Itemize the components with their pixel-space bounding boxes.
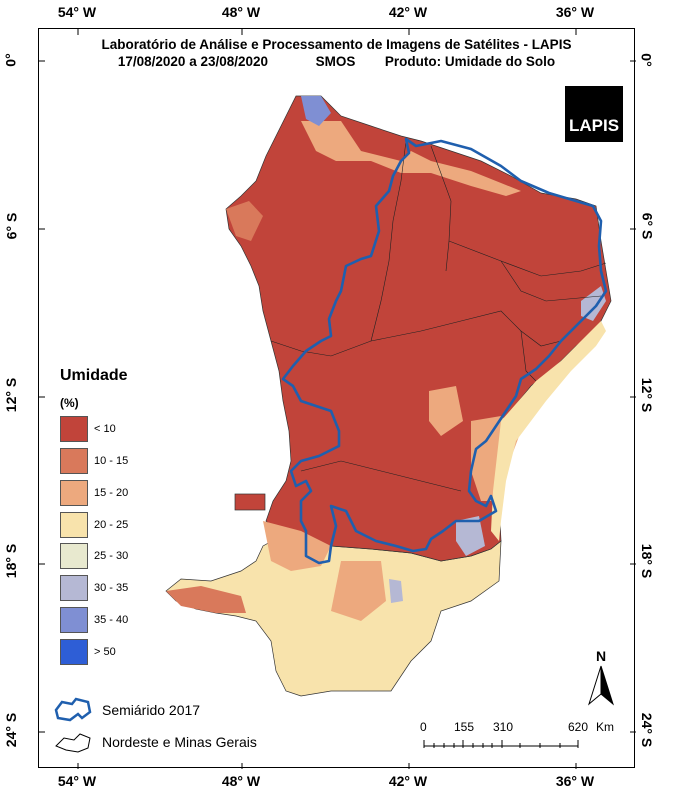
- legend-swatch: [60, 416, 88, 442]
- moisture-patch-orange-south: [166, 586, 246, 613]
- legend-label: > 50: [94, 646, 116, 658]
- map-title: Laboratório de Análise e Processamento d…: [38, 36, 635, 70]
- lon-label-42w-bottom: 42° W: [388, 773, 428, 789]
- lon-label-54w: 54° W: [57, 4, 97, 20]
- title-sensor: SMOS: [315, 54, 356, 69]
- legend-unit: (%): [60, 396, 79, 410]
- lat-label-0-right: 0°: [638, 53, 655, 67]
- legend-item: 30 - 35: [60, 575, 128, 601]
- legend-item: 35 - 40: [60, 607, 128, 633]
- lat-label-6s: 6° S: [3, 212, 20, 240]
- soil-moisture-map: [39, 29, 636, 769]
- isolated-red-cell: [234, 493, 266, 511]
- moisture-patch-orange-west: [226, 201, 263, 241]
- legend-swatch: [60, 639, 88, 665]
- lon-label-48w: 48° W: [221, 4, 261, 20]
- lat-label-12s: 12° S: [3, 377, 20, 413]
- lat-label-24s-right: 24° S: [639, 712, 656, 748]
- lat-label-12s-right: 12° S: [639, 377, 656, 413]
- lat-label-24s: 24° S: [3, 712, 20, 748]
- title-line-details: 17/08/2020 a 23/08/2020 SMOS Produto: Um…: [38, 53, 635, 70]
- moisture-patch-peach-mg: [331, 561, 386, 621]
- legend-label: 10 - 15: [94, 455, 129, 467]
- legend-swatch: [60, 543, 88, 569]
- lapis-logo-text: LAPIS: [568, 116, 620, 135]
- legend-swatch: [60, 512, 88, 538]
- semiarid-legend-item: Semiárido 2017: [52, 696, 200, 724]
- semiarid-symbol-icon: [54, 697, 92, 722]
- scale-label-620: 620: [568, 720, 589, 734]
- moisture-patch-peach-south: [263, 521, 331, 571]
- moisture-patch-peach-northcoast: [301, 121, 521, 196]
- north-label: N: [595, 648, 607, 664]
- legend-swatch: [60, 480, 88, 506]
- scale-label-310: 310: [493, 720, 514, 734]
- moisture-patch-lilac-mg: [389, 579, 403, 603]
- legend-label: 20 - 25: [94, 519, 129, 531]
- north-arrow-icon: [588, 665, 614, 706]
- lat-label-18s-right: 18° S: [639, 543, 656, 579]
- moisture-patch-lilac-south: [456, 516, 485, 556]
- lon-label-42w: 42° W: [388, 4, 428, 20]
- title-period: 17/08/2020 a 23/08/2020: [117, 54, 269, 69]
- legend-item: 15 - 20: [60, 480, 128, 506]
- minas-gerais-region: [165, 535, 502, 697]
- semiarid-legend-label: Semiárido 2017: [102, 702, 201, 718]
- title-product: Produto: Umidade do Solo: [384, 54, 556, 69]
- legend-label: 35 - 40: [94, 614, 129, 626]
- scale-bar-graphic: [423, 740, 579, 748]
- legend-swatch: [60, 607, 88, 633]
- moisture-patch-yellow-coast: [491, 321, 606, 541]
- title-line-institution: Laboratório de Análise e Processamento d…: [101, 37, 572, 52]
- legend-label: 15 - 20: [94, 487, 129, 499]
- legend-swatch: [60, 448, 88, 474]
- legend-item: > 50: [60, 639, 116, 665]
- lat-label-18s: 18° S: [3, 543, 20, 579]
- moisture-patch-blue-north: [301, 96, 331, 126]
- region-legend-label: Nordeste e Minas Gerais: [102, 734, 257, 750]
- scale-unit: Km: [596, 720, 614, 734]
- legend-item: 10 - 15: [60, 448, 128, 474]
- scale-label-155: 155: [454, 720, 475, 734]
- moisture-patch-lilac-coast: [581, 286, 606, 321]
- lon-label-36w-bottom: 36° W: [555, 773, 595, 789]
- moisture-patch-peach-central: [429, 386, 463, 436]
- north-arrow: N: [586, 648, 616, 708]
- legend-label: < 10: [94, 423, 116, 435]
- region-outline-icon: [55, 733, 91, 753]
- legend-title: Umidade: [60, 367, 128, 384]
- legend-item: 20 - 25: [60, 512, 128, 538]
- legend-item: 25 - 30: [60, 543, 128, 569]
- legend-item: < 10: [60, 416, 116, 442]
- legend-label: 25 - 30: [94, 550, 129, 562]
- legend-swatch: [60, 575, 88, 601]
- lon-label-54w-bottom: 54° W: [57, 773, 97, 789]
- scale-bar: 0 155 310 620 Km: [420, 720, 614, 760]
- lon-label-36w: 36° W: [555, 4, 595, 20]
- map-panel: [38, 28, 636, 769]
- scale-label-0: 0: [420, 720, 427, 734]
- lapis-logo: LAPIS: [565, 86, 623, 142]
- legend-label: 30 - 35: [94, 582, 129, 594]
- state-boundaries: [270, 140, 607, 492]
- lat-label-0: 0°: [2, 53, 19, 67]
- region-legend-item: Nordeste e Minas Gerais: [52, 728, 257, 756]
- lat-label-6s-right: 6° S: [639, 212, 656, 240]
- lon-label-48w-bottom: 48° W: [221, 773, 261, 789]
- semiarid-boundary: [281, 137, 608, 565]
